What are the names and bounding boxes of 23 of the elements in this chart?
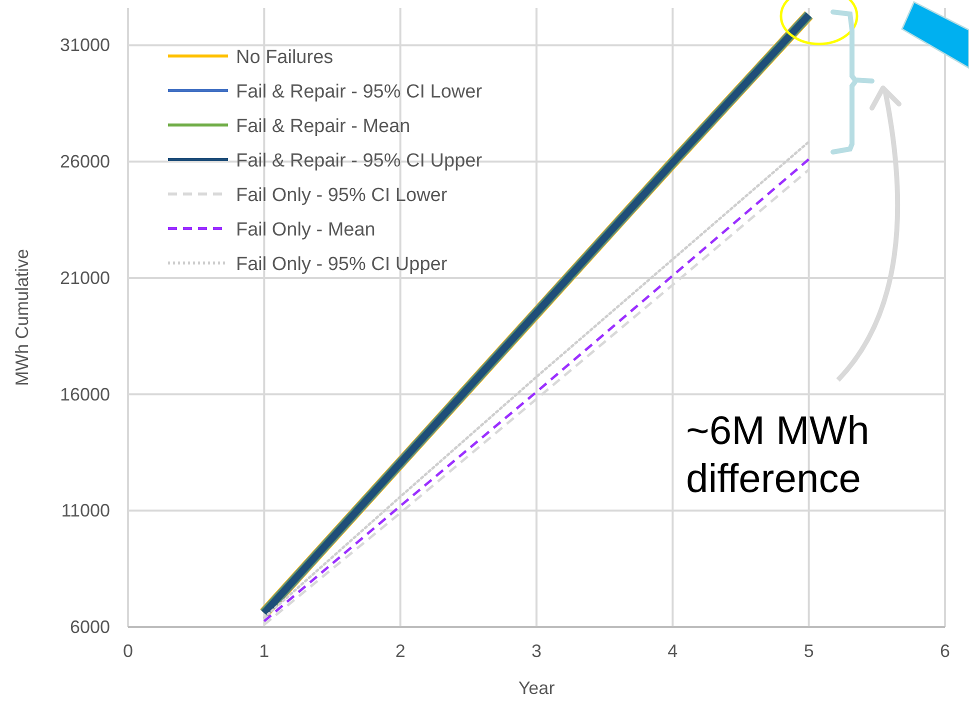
x-tick-label: 4 <box>668 641 678 661</box>
y-axis-title: MWh Cumulative <box>12 248 32 386</box>
x-tick-label: 3 <box>531 641 542 661</box>
legend-label: Fail Only - 95% CI Lower <box>236 185 448 206</box>
legend-label: Fail & Repair - 95% CI Upper <box>236 150 483 172</box>
y-tick-label: 26000 <box>60 152 110 172</box>
annotation: ~6M MWh difference <box>686 409 870 501</box>
y-tick-label: 11000 <box>61 500 110 521</box>
x-tick-label: 5 <box>804 641 814 661</box>
y-tick-label: 31000 <box>60 35 110 56</box>
legend-label: No Failures <box>236 47 334 68</box>
x-tick-label: 6 <box>940 641 950 661</box>
legend-label: Fail & Repair - 95% CI Lower <box>236 82 483 102</box>
y-tick-label: 6000 <box>70 617 110 637</box>
x-tick-label: 0 <box>122 641 134 661</box>
legend-label: Fail Only - 95% CI Upper <box>236 254 448 275</box>
legend-label: Fail & Repair - Mean <box>236 116 410 137</box>
x-tick-label: 2 <box>395 641 406 661</box>
x-axis-title: Year <box>518 678 555 698</box>
x-tick-label: 1 <box>259 641 270 661</box>
y-tick-label: 16000 <box>60 384 110 404</box>
y-tick-label: 21000 <box>60 268 110 288</box>
legend-label: Fail Only - Mean <box>236 220 376 240</box>
